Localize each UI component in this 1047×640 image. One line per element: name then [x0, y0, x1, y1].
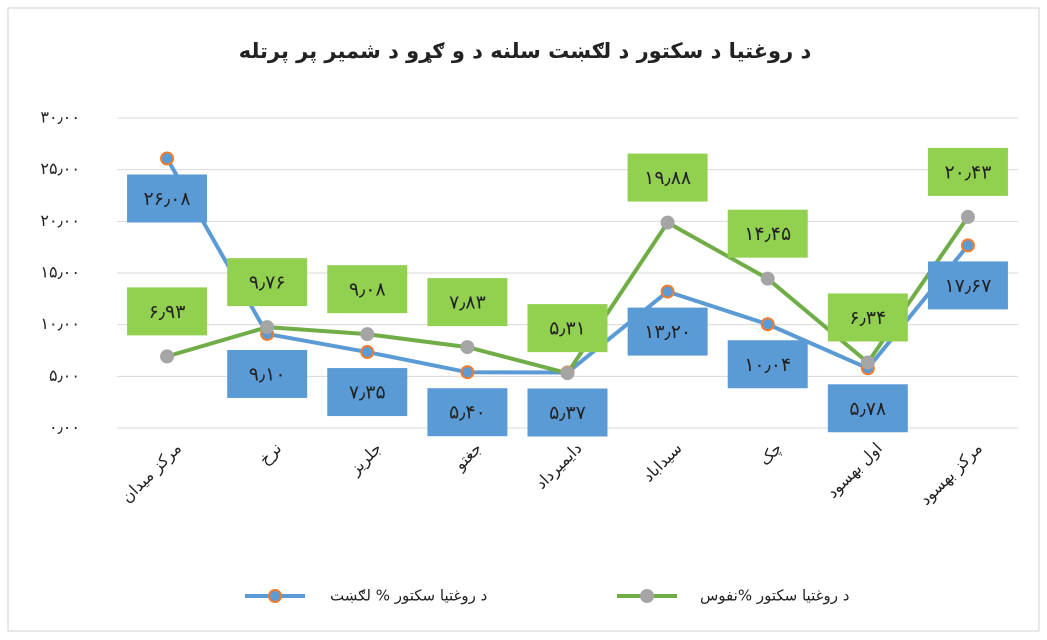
data-label: ۷٫۳۵ [349, 382, 386, 404]
data-label: ۹٫۱۰ [249, 363, 286, 385]
data-label-box [827, 293, 908, 342]
data-point [760, 317, 775, 332]
data-point [960, 209, 975, 224]
data-label: ۵٫۴۰ [449, 402, 486, 424]
data-point [160, 151, 175, 166]
data-point [860, 355, 875, 370]
data-label-box [327, 265, 408, 314]
data-label-box [427, 388, 508, 437]
data-point [360, 345, 375, 360]
data-label: ۵٫۷۸ [849, 398, 886, 420]
data-label-box [627, 153, 708, 202]
y-tick-label: ۱۰٫۰۰ [40, 314, 80, 333]
y-tick-label: ۵٫۰۰ [49, 366, 80, 385]
data-label: ۶٫۳۴ [849, 307, 886, 329]
data-label: ۵٫۳۱ [549, 318, 586, 340]
data-point [760, 271, 775, 286]
data-point [660, 284, 675, 299]
data-label-box [227, 258, 308, 307]
data-label-box [527, 388, 608, 437]
data-label-box [927, 147, 1008, 196]
data-label: ۱۰٫۰۴ [744, 354, 791, 376]
data-point [660, 215, 675, 230]
y-tick-label: ۰٫۰۰ [49, 418, 80, 437]
data-point [360, 327, 375, 342]
data-point [960, 238, 975, 253]
data-label-box [827, 384, 908, 433]
data-point [260, 320, 275, 335]
data-label-box [927, 261, 1008, 310]
data-label-box [727, 340, 808, 389]
data-label-box [127, 287, 208, 336]
legend-label: د روغتیا سکتور % لګښت [330, 587, 487, 605]
data-label: ۵٫۳۷ [549, 402, 586, 424]
data-label-box [327, 368, 408, 417]
data-point [160, 349, 175, 364]
data-label-box [627, 307, 708, 356]
y-tick-label: ۳۰٫۰۰ [40, 108, 80, 127]
data-label-box [227, 349, 308, 398]
data-label: ۱۹٫۸۸ [644, 167, 691, 189]
legend-label: د روغتیا سکتور %نفوس [700, 587, 849, 605]
data-label: ۹٫۰۸ [349, 279, 386, 301]
data-label: ۶٫۹۳ [149, 301, 186, 323]
legend-marker [640, 589, 654, 603]
data-point [560, 366, 575, 381]
data-label: ۱۴٫۴۵ [744, 223, 791, 245]
data-label-box [727, 209, 808, 258]
data-point [460, 340, 475, 355]
chart-title: د روغتیا د سکتور د لګښت سلنه د و ګړو د ش… [239, 39, 812, 64]
data-label: ۷٫۸۳ [449, 292, 486, 314]
y-tick-label: ۱۵٫۰۰ [40, 263, 80, 282]
data-point [460, 365, 475, 380]
legend-marker [268, 589, 282, 603]
data-label: ۲۶٫۰۸ [144, 188, 191, 210]
data-label: ۲۰٫۴۳ [944, 161, 991, 183]
data-label-box [127, 174, 208, 223]
data-label-box [527, 304, 608, 353]
data-label: ۹٫۷۶ [249, 272, 286, 294]
data-label-box [427, 278, 508, 327]
y-tick-label: ۲۰٫۰۰ [40, 211, 80, 230]
data-label: ۱۳٫۲۰ [644, 321, 691, 343]
data-label: ۱۷٫۶۷ [944, 275, 991, 297]
y-tick-label: ۲۵٫۰۰ [40, 159, 80, 178]
